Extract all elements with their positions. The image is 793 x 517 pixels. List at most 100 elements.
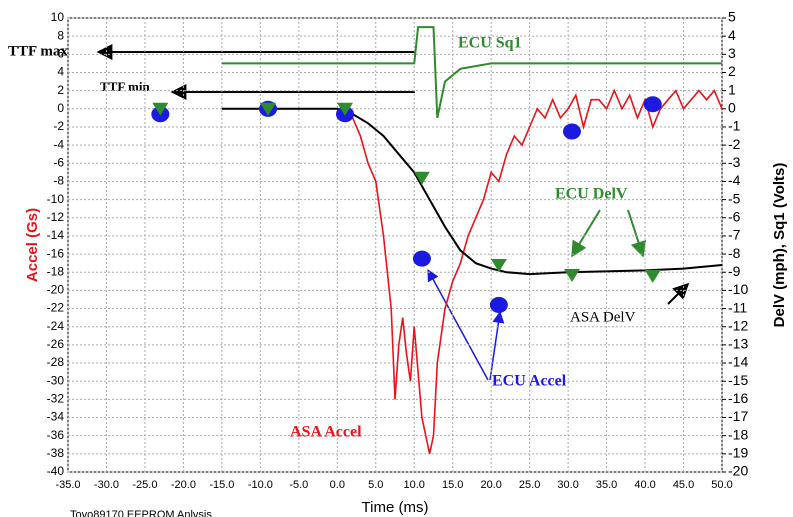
y2-tick-label: -4 bbox=[728, 172, 741, 188]
y2-tick-label: -7 bbox=[728, 227, 741, 243]
series-line bbox=[221, 26, 722, 119]
y-tick-label: -14 bbox=[47, 228, 65, 242]
y2-tick-label: -5 bbox=[728, 190, 741, 206]
marker bbox=[490, 258, 507, 272]
marker bbox=[336, 102, 353, 116]
x-tick-label: 10.0 bbox=[404, 479, 425, 491]
y-tick-label: -28 bbox=[47, 355, 65, 369]
y2-tick-label: -20 bbox=[728, 463, 748, 479]
annotation: TTF min bbox=[100, 79, 150, 94]
y-tick-label: 8 bbox=[57, 28, 64, 42]
y-tick-label: -24 bbox=[47, 319, 65, 333]
y2-tick-label: -1 bbox=[728, 118, 741, 134]
x-tick-label: 40.0 bbox=[634, 479, 655, 491]
y2-tick-label: -13 bbox=[728, 336, 748, 352]
y-axis-label: Accel (Gs) bbox=[24, 208, 41, 282]
x-tick-label: -5.0 bbox=[289, 479, 308, 491]
y2-tick-label: 4 bbox=[728, 27, 736, 43]
y-tick-label: -8 bbox=[53, 174, 64, 188]
x-tick-label: 25.0 bbox=[519, 479, 540, 491]
x-tick-label: 5.0 bbox=[368, 479, 383, 491]
y-tick-label: -4 bbox=[53, 137, 64, 151]
x-tick-label: -15.0 bbox=[209, 479, 234, 491]
marker bbox=[562, 123, 581, 140]
x-tick-label: 30.0 bbox=[557, 479, 578, 491]
y-tick-label: -36 bbox=[47, 428, 65, 442]
y2-tick-label: -18 bbox=[728, 426, 748, 442]
marker bbox=[152, 102, 169, 116]
series-label: ECU Sq1 bbox=[458, 35, 522, 52]
series-line bbox=[221, 88, 723, 454]
y2-tick-label: 2 bbox=[728, 63, 736, 79]
y-tick-label: 2 bbox=[57, 83, 64, 97]
x-tick-label: -35.0 bbox=[55, 479, 80, 491]
series-label: ECU DelV bbox=[555, 186, 628, 203]
y2-tick-label: -9 bbox=[728, 263, 741, 279]
marker bbox=[563, 268, 580, 282]
y2-tick-label: -17 bbox=[728, 408, 748, 424]
y-tick-label: -38 bbox=[47, 446, 65, 460]
y-tick-label: 6 bbox=[57, 46, 64, 60]
arrow bbox=[667, 282, 690, 305]
y-tick-label: 10 bbox=[51, 10, 65, 24]
y-tick-label: 4 bbox=[57, 65, 64, 79]
y-tick-label: -6 bbox=[53, 155, 64, 169]
y2-tick-label: -12 bbox=[728, 317, 748, 333]
y-tick-label: -32 bbox=[47, 392, 65, 406]
marker bbox=[489, 296, 508, 313]
y2-axis-label: DelV (mph), Sq1 (Volts) bbox=[771, 163, 788, 328]
y2-tick-label: 5 bbox=[728, 9, 736, 25]
x-tick-label: 20.0 bbox=[480, 479, 501, 491]
y-tick-label: -26 bbox=[47, 337, 65, 351]
arrow bbox=[489, 310, 505, 381]
y-tick-label: -30 bbox=[47, 373, 65, 387]
y-tick-label: 0 bbox=[57, 101, 64, 115]
y2-tick-label: -3 bbox=[728, 154, 741, 170]
y2-tick-label: 1 bbox=[728, 81, 736, 97]
x-tick-label: -25.0 bbox=[132, 479, 157, 491]
y2-tick-label: -10 bbox=[728, 281, 748, 297]
y2-tick-label: -2 bbox=[728, 136, 741, 152]
y-tick-label: -12 bbox=[47, 210, 65, 224]
marker bbox=[413, 171, 430, 185]
annotation: TTF max bbox=[8, 43, 68, 59]
series-label: ASA Accel bbox=[290, 424, 362, 441]
x-axis-label: Time (ms) bbox=[362, 499, 429, 516]
marker bbox=[260, 102, 277, 116]
y-tick-label: -22 bbox=[47, 301, 65, 315]
marker bbox=[412, 250, 431, 267]
series-label: ASA DelV bbox=[570, 309, 636, 325]
footer: Toyo89170 EEPROM Anlysis bbox=[70, 509, 212, 517]
y2-tick-label: -15 bbox=[728, 372, 748, 388]
y2-tick-label: 3 bbox=[728, 45, 736, 61]
x-tick-label: -20.0 bbox=[171, 479, 196, 491]
x-tick-label: 50.0 bbox=[711, 479, 732, 491]
x-tick-label: 15.0 bbox=[442, 479, 463, 491]
y-tick-label: -40 bbox=[47, 464, 65, 478]
y2-tick-label: -6 bbox=[728, 208, 741, 224]
plot-frame bbox=[67, 17, 723, 473]
x-tick-label: -10.0 bbox=[248, 479, 273, 491]
y-tick-label: -10 bbox=[47, 192, 65, 206]
series-label: ECU Accel bbox=[492, 373, 567, 390]
x-tick-label: -30.0 bbox=[94, 479, 119, 491]
y2-tick-label: -14 bbox=[728, 354, 748, 370]
series-line bbox=[221, 107, 723, 276]
x-tick-label: 0.0 bbox=[330, 479, 345, 491]
arrow bbox=[571, 209, 601, 258]
y2-tick-label: -11 bbox=[728, 299, 747, 315]
y-tick-label: -18 bbox=[47, 264, 65, 278]
y-tick-label: -20 bbox=[47, 283, 65, 297]
y2-tick-label: -16 bbox=[728, 390, 748, 406]
arrow bbox=[427, 268, 489, 381]
x-tick-label: 45.0 bbox=[673, 479, 694, 491]
marker bbox=[644, 269, 661, 283]
y2-tick-label: 0 bbox=[728, 100, 736, 116]
x-tick-label: 35.0 bbox=[596, 479, 617, 491]
y-tick-label: -34 bbox=[47, 410, 65, 424]
y2-tick-label: -8 bbox=[728, 245, 741, 261]
arrow bbox=[627, 209, 647, 258]
y-tick-label: -2 bbox=[53, 119, 64, 133]
y2-tick-label: -19 bbox=[728, 445, 748, 461]
